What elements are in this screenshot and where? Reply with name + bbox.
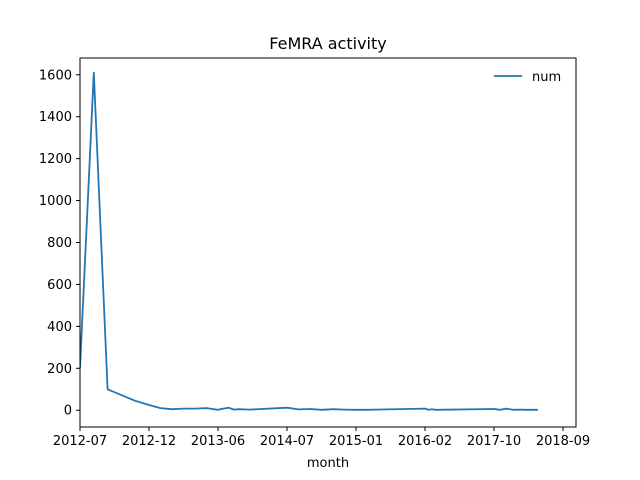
y-tick-label: 1600 [39, 68, 72, 83]
y-tick-label: 1000 [39, 194, 72, 209]
legend: num [494, 70, 561, 85]
x-tick-label: 2018-09 [536, 434, 590, 449]
chart-title: FeMRA activity [269, 34, 386, 53]
x-tick-label: 2012-12 [122, 434, 176, 449]
legend-label-num: num [532, 70, 561, 85]
plot-area: 0 200 400 600 800 1000 1200 1400 1600 2012-07 2012… [39, 57, 590, 449]
y-tick-label: 0 [64, 404, 72, 419]
y-tick-label: 400 [47, 320, 72, 335]
x-tick-label: 2016-02 [398, 434, 452, 449]
y-tick-label: 800 [47, 236, 72, 251]
series-line-num [80, 71, 538, 411]
x-tick-label: 2015-01 [329, 434, 383, 449]
x-tick-label: 2013-06 [191, 434, 245, 449]
x-tick-label: 2014-07 [260, 434, 314, 449]
x-tick-label: 2017-10 [467, 434, 521, 449]
y-tick-label: 600 [47, 278, 72, 293]
y-tick-label: 200 [47, 362, 72, 377]
y-tick-label: 1400 [39, 110, 72, 125]
x-tick-label: 2012-07 [53, 434, 107, 449]
y-tick-label: 1200 [39, 152, 72, 167]
x-axis-label: month [307, 456, 349, 471]
